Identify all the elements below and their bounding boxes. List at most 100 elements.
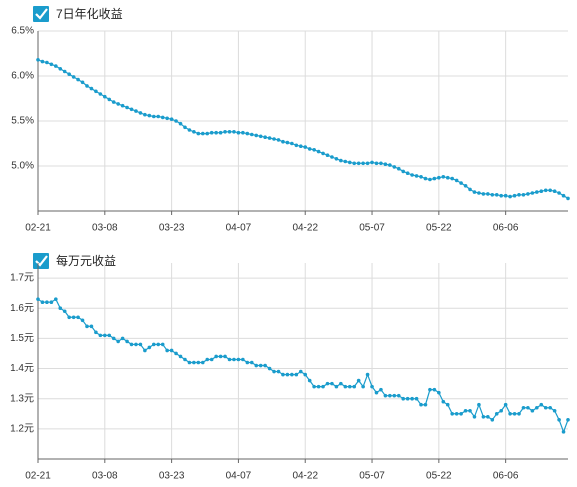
point: [459, 411, 463, 416]
point: [156, 114, 161, 119]
point: [454, 411, 459, 416]
point: [365, 372, 370, 377]
point: [147, 113, 152, 118]
point: [468, 187, 472, 192]
point: [321, 384, 325, 389]
point: [343, 159, 348, 164]
point: [245, 360, 250, 365]
point: [374, 390, 379, 395]
point: [169, 348, 174, 353]
point: [298, 144, 303, 148]
checkbox: [33, 6, 49, 22]
point: [356, 378, 361, 383]
point: [419, 402, 423, 407]
point: [548, 405, 552, 410]
point: [379, 161, 383, 166]
point: [316, 149, 321, 154]
point: [396, 166, 401, 171]
point: [539, 402, 544, 407]
point: [62, 69, 67, 74]
point: [343, 384, 348, 389]
point: [383, 393, 388, 398]
point: [276, 369, 281, 374]
y-tick-label: 6.0%: [11, 71, 34, 82]
point: [134, 342, 138, 347]
point: [526, 192, 530, 196]
point: [410, 396, 414, 401]
x-tick-label: 05-07: [359, 223, 385, 234]
point: [539, 189, 544, 193]
point: [223, 130, 227, 134]
x-tick-label: 02-21: [25, 471, 51, 482]
point: [103, 94, 107, 99]
point: [49, 300, 54, 305]
point: [241, 130, 245, 135]
point: [548, 188, 552, 193]
point: [214, 130, 218, 135]
point: [526, 405, 530, 410]
point: [58, 67, 63, 71]
x-tick-label: 02-21: [25, 223, 51, 234]
point: [388, 163, 392, 167]
point: [347, 160, 352, 165]
point: [258, 134, 263, 139]
point: [552, 408, 557, 413]
point: [89, 324, 94, 329]
point: [165, 348, 169, 353]
point: [392, 165, 397, 169]
point: [370, 384, 374, 389]
point: [281, 372, 285, 377]
point: [298, 369, 303, 374]
point: [352, 384, 357, 389]
point: [494, 193, 499, 197]
point: [205, 131, 210, 136]
point: [129, 342, 134, 347]
point: [40, 59, 45, 64]
point: [227, 357, 232, 362]
point: [209, 357, 214, 362]
point: [116, 339, 120, 344]
point: [321, 151, 325, 156]
point: [334, 157, 339, 161]
point: [312, 148, 316, 152]
point: [45, 60, 49, 65]
point: [423, 402, 428, 407]
point: [138, 111, 143, 115]
point: [267, 136, 272, 140]
point: [178, 354, 183, 359]
point: [209, 130, 214, 135]
point: [160, 115, 165, 120]
point: [432, 176, 437, 181]
point: [89, 86, 94, 91]
point: [503, 402, 508, 407]
point: [174, 351, 178, 356]
x-tick-label: 06-06: [493, 223, 519, 234]
point: [178, 121, 183, 126]
point: [441, 175, 446, 179]
x-tick-label: 05-22: [426, 471, 452, 482]
point: [169, 117, 174, 121]
point: [530, 408, 535, 413]
point: [339, 381, 343, 386]
point: [254, 363, 259, 368]
point: [521, 193, 526, 197]
point: [410, 173, 414, 177]
point: [437, 390, 441, 395]
point: [138, 342, 143, 347]
point: [67, 315, 71, 320]
point: [111, 336, 116, 341]
point: [517, 411, 521, 416]
point: [361, 384, 365, 389]
point: [477, 402, 481, 407]
point: [134, 109, 138, 113]
point: [463, 408, 468, 413]
x-tick-label: 04-07: [226, 471, 252, 482]
y-tick-label: 5.5%: [11, 116, 34, 127]
point: [103, 333, 107, 338]
point: [543, 405, 548, 410]
point: [307, 147, 312, 151]
point: [49, 62, 54, 67]
point: [330, 381, 334, 386]
point: [379, 387, 383, 392]
point: [294, 372, 299, 377]
